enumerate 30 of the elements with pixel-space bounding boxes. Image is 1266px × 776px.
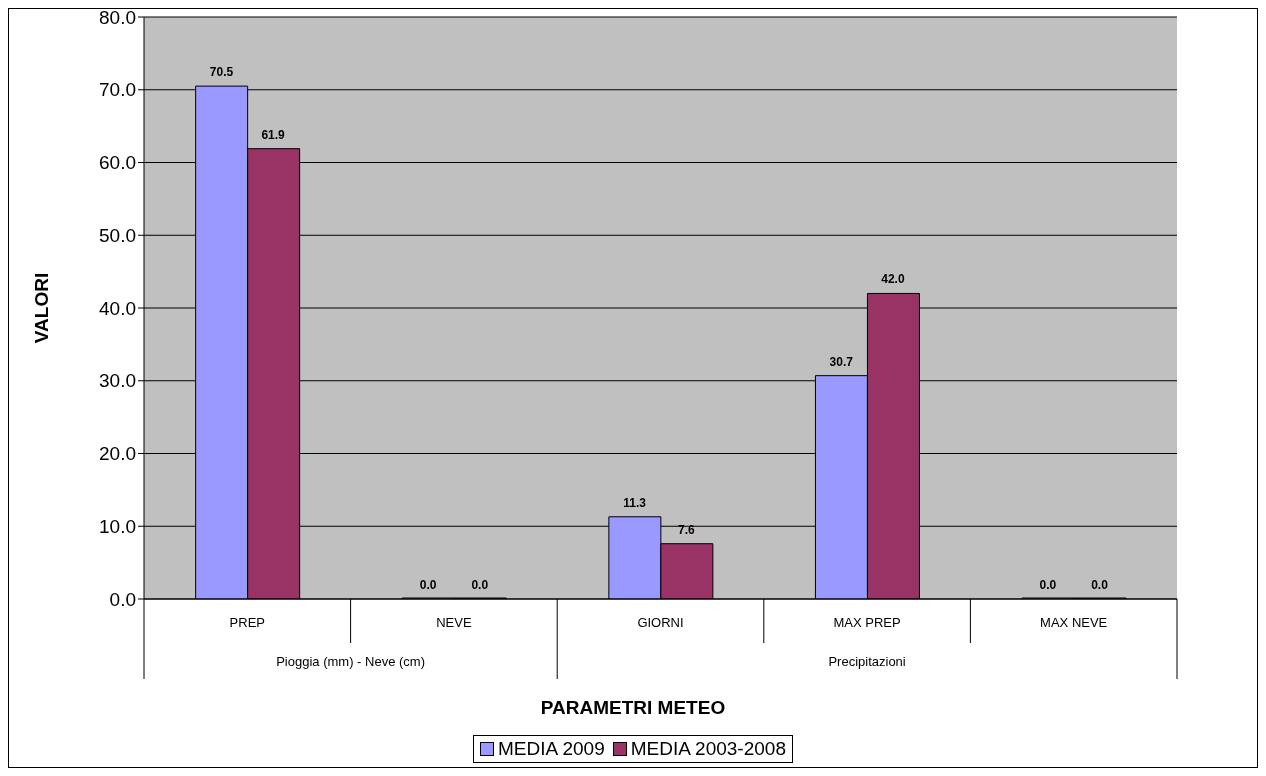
data-label: 61.9 (261, 127, 286, 142)
data-label: 0.0 (1039, 578, 1057, 592)
text: Precipitazioni (828, 654, 906, 669)
data-label: 0.0 (1091, 578, 1109, 592)
x-tick-label: MAX NEVE (1040, 615, 1108, 630)
legend-label: MEDIA 2009 (498, 738, 605, 760)
data-label: 70.5 (209, 65, 234, 80)
y-tick-label: 30.0 (99, 370, 136, 392)
y-tick-label: 0.0 (109, 588, 136, 610)
data-label: 11.3 (623, 495, 647, 510)
x-tick-label: NEVE (436, 615, 472, 630)
y-tick-label: 80.0 (99, 6, 136, 28)
data-label: 0.0 (419, 578, 437, 592)
x-tick-label: MAX PREP (833, 615, 901, 630)
y-tick-label: 40.0 (99, 297, 136, 319)
data-label: 7.6 (677, 522, 695, 537)
y-tick-label: 70.0 (99, 79, 136, 101)
y-tick-label: 60.0 (99, 152, 136, 174)
data-label: 30.7 (829, 354, 854, 369)
y-axis-title: VALORI (30, 272, 52, 344)
y-tick-label: 10.0 (99, 515, 136, 537)
data-label: 42.0 (881, 272, 905, 287)
x-tick-label: GIORNI (637, 615, 684, 630)
y-tick-label: 50.0 (99, 224, 136, 246)
data-label: 0.0 (471, 578, 489, 592)
legend-label: MEDIA 2003-2008 (630, 738, 786, 760)
x-axis-title: PARAMETRI METEO (539, 697, 727, 719)
x-tick-label: PREP (229, 615, 265, 630)
y-tick-label: 20.0 (99, 443, 136, 465)
text: Pioggia (mm) - Neve (cm) (276, 654, 425, 669)
